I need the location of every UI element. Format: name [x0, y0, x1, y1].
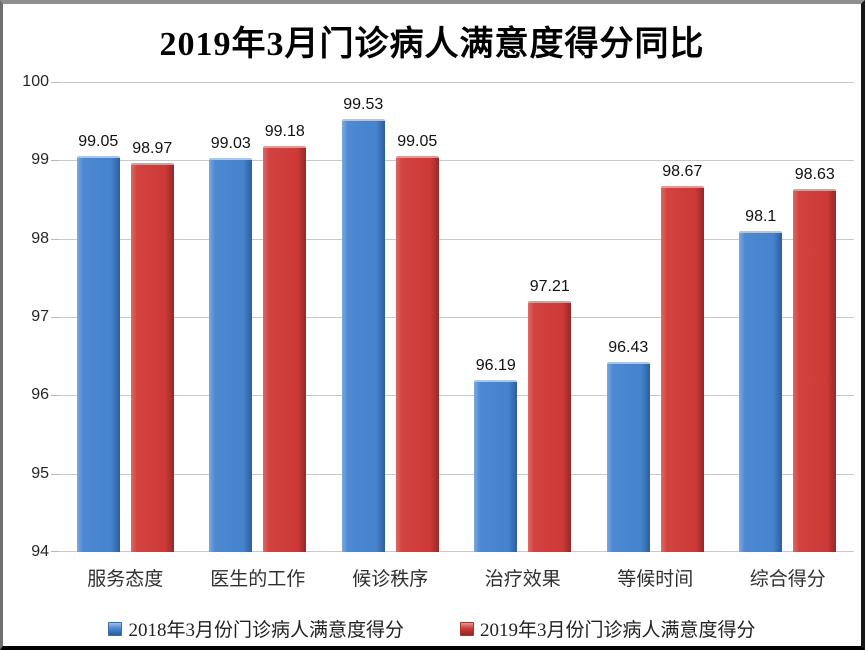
legend-item-2019: 2019年3月份门诊病人满意度得分 [460, 615, 756, 642]
gridline-98 [59, 238, 854, 240]
bar-value-series1-治疗效果: 96.19 [475, 357, 516, 375]
gridline-96 [59, 395, 854, 397]
y-axis-label-97: 97 [31, 308, 49, 325]
bar-group-2: 99.03 99.18 [192, 82, 325, 552]
y-axis-label-95: 95 [31, 464, 49, 482]
bar-value-series2-候诊秩序: 99.05 [397, 133, 438, 151]
gridline-97 [59, 317, 854, 318]
x-axis-label-医生的工作: 医生的工作 [210, 569, 306, 590]
y-axis-label-98: 98 [31, 229, 49, 247]
bar-group-6: 98.1 98.63 [722, 82, 855, 552]
bar-series1-候诊秩序 [341, 118, 385, 552]
gridline-99 [59, 160, 854, 162]
bar-value-series2-等候时间: 98.67 [662, 163, 703, 181]
y-tick-100 [51, 82, 59, 83]
gridline-100 [59, 82, 854, 83]
bar-series2-治疗效果 [528, 300, 572, 552]
bar-value-series1-候诊秩序: 99.53 [343, 95, 384, 113]
legend: 2018年3月份门诊病人满意度得分 2019年3月份门诊病人满意度得分 [3, 615, 861, 642]
gridline-94 [59, 551, 854, 552]
x-axis-label-等候时间: 等候时间 [617, 569, 694, 590]
y-axis-label-96: 96 [31, 386, 49, 404]
bar-series1-等候时间 [606, 361, 650, 552]
plot-area: 99.05 98.97 99.03 99.18 99.53 99.05 96.19 97.21… [51, 82, 855, 552]
bar-series2-服务态度 [130, 162, 174, 552]
x-axis-label-候诊秩序: 候诊秩序 [352, 569, 429, 590]
bar-value-series1-医生的工作: 99.03 [210, 134, 251, 152]
y-tick-95 [51, 473, 59, 475]
y-axis-label-94: 94 [31, 543, 49, 560]
legend-item-2018: 2018年3月份门诊病人满意度得分 [108, 615, 404, 642]
gridline-95 [59, 473, 854, 475]
y-axis-label-100: 100 [22, 73, 49, 90]
bar-series2-等候时间 [660, 186, 704, 552]
y-tick-97 [51, 317, 59, 318]
y-axis-label-99: 99 [31, 151, 49, 169]
y-tick-94 [51, 551, 59, 552]
y-tick-99 [51, 160, 59, 162]
bar-series2-医生的工作 [263, 146, 307, 552]
legend-swatch-2018-icon [108, 621, 123, 636]
bar-group-1: 99.05 98.97 [59, 82, 192, 552]
y-tick-96 [51, 395, 59, 397]
bar-value-series2-治疗效果: 97.21 [529, 277, 570, 295]
y-tick-98 [51, 238, 59, 240]
bar-series1-医生的工作 [209, 157, 253, 552]
bar-series2-候诊秩序 [395, 156, 439, 552]
legend-label-2019: 2019年3月份门诊病人满意度得分 [480, 620, 756, 641]
bar-group-3: 99.53 99.05 [324, 82, 457, 552]
chart-title: 2019年3月门诊病人满意度得分同比 [159, 26, 705, 63]
bar-value-series1-服务态度: 99.05 [78, 133, 119, 151]
bar-series1-服务态度 [76, 156, 120, 552]
bar-value-series1-综合得分: 98.1 [745, 207, 777, 225]
bar-series2-综合得分 [793, 189, 837, 552]
x-axis-label-服务态度: 服务态度 [87, 569, 164, 590]
bar-value-series2-服务态度: 98.97 [132, 139, 173, 157]
legend-label-2018: 2018年3月份门诊病人满意度得分 [128, 620, 404, 641]
x-axis-label-治疗效果: 治疗效果 [484, 569, 561, 590]
bar-series1-综合得分 [739, 230, 783, 552]
bar-value-series1-等候时间: 96.43 [608, 338, 649, 356]
legend-swatch-2019-icon [460, 621, 474, 636]
bar-group-5: 96.43 98.67 [589, 82, 722, 552]
bar-value-series2-综合得分: 98.63 [794, 166, 835, 184]
x-axis-label-综合得分: 综合得分 [749, 569, 826, 590]
bar-group-4: 96.19 97.21 [457, 82, 590, 552]
bar-value-series2-医生的工作: 99.18 [264, 123, 305, 141]
bar-series1-治疗效果 [474, 380, 518, 552]
